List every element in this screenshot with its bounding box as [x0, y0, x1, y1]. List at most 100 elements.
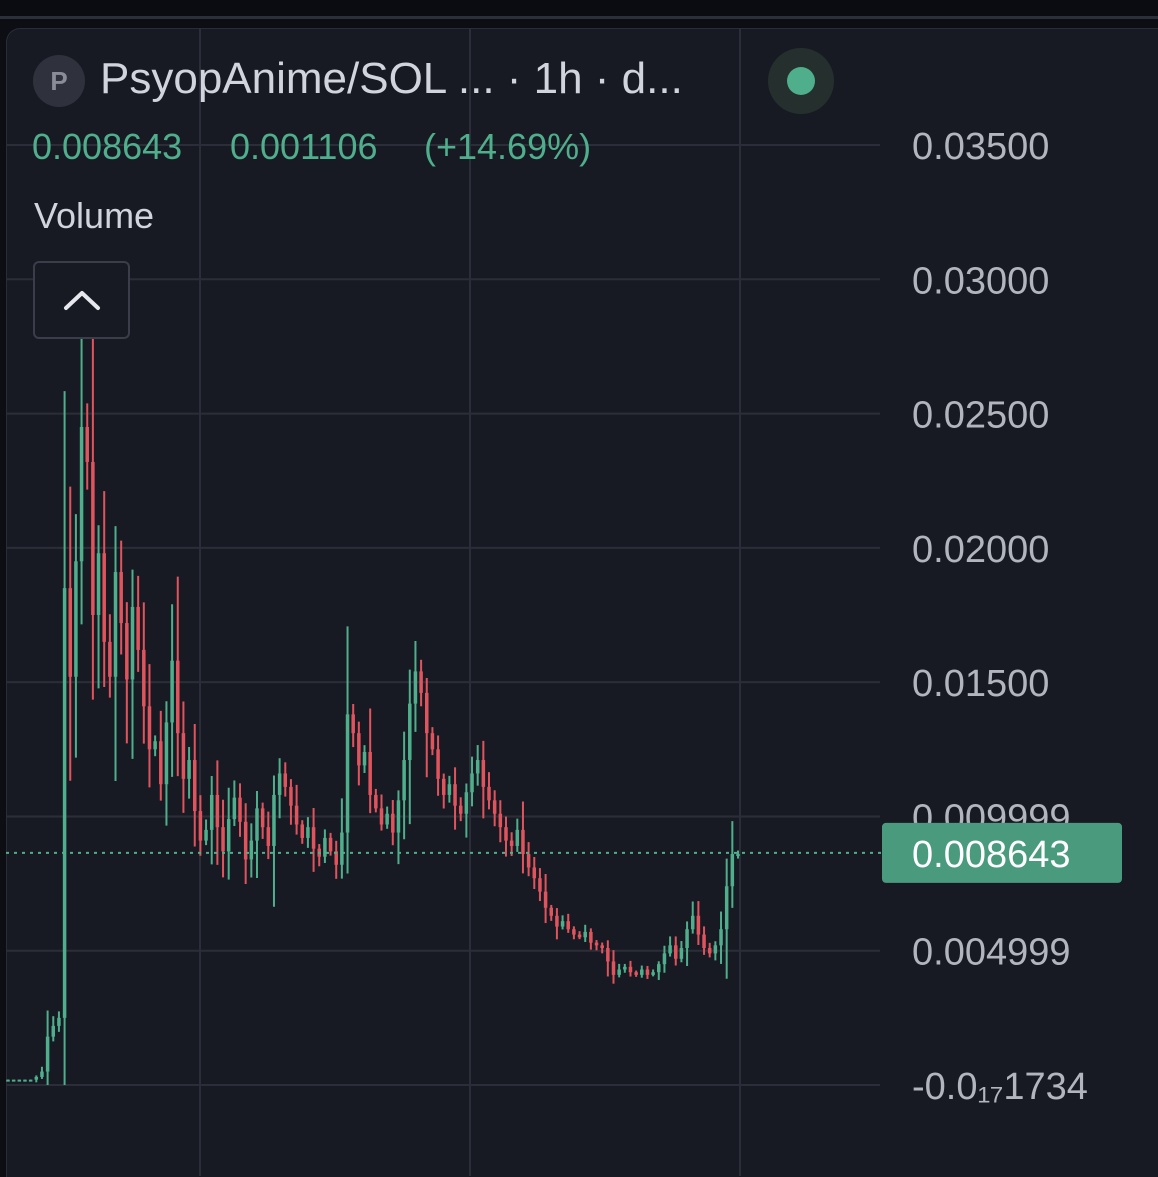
- candle-body: [23, 1079, 27, 1082]
- volume-indicator-label[interactable]: Volume: [34, 195, 155, 236]
- candle-body: [577, 934, 582, 938]
- legend-change: 0.001106: [230, 126, 378, 167]
- candle-body: [447, 784, 452, 795]
- candle-body: [391, 813, 395, 833]
- candle-body: [28, 1079, 33, 1082]
- candle-body: [125, 623, 129, 680]
- candle-body: [340, 832, 344, 865]
- symbol-badge-letter: P: [50, 65, 68, 96]
- candle-body: [685, 929, 689, 949]
- candle-body: [396, 800, 401, 833]
- candle-body: [538, 878, 542, 892]
- candle-body: [249, 840, 254, 860]
- candle-body: [351, 714, 355, 734]
- y-axis-tick-label: 0.01500: [912, 663, 1049, 705]
- candle-body: [289, 786, 293, 806]
- candle-body: [521, 829, 525, 855]
- candle-body: [85, 427, 89, 462]
- candle-body: [679, 948, 684, 959]
- candle-body: [657, 964, 661, 973]
- chart-grid: [6, 28, 880, 1176]
- candle-body: [187, 760, 191, 779]
- candle-body: [413, 671, 418, 704]
- candle-body: [170, 660, 174, 723]
- candle-body: [379, 808, 384, 825]
- y-axis-tick-label: -0.0₁₇1734: [912, 1066, 1088, 1108]
- candle-body: [481, 760, 486, 787]
- market-status-indicator[interactable]: [768, 48, 834, 114]
- candle-body: [255, 808, 259, 841]
- candle-body: [323, 837, 327, 857]
- candle-body: [696, 915, 701, 935]
- candle-body: [458, 805, 463, 814]
- candle-body: [68, 588, 73, 677]
- candle-body: [176, 660, 180, 734]
- candle-body: [724, 886, 729, 930]
- candle-body: [515, 829, 520, 846]
- candle-body: [294, 805, 299, 825]
- y-axis-tick-label: 0.03500: [912, 126, 1049, 168]
- candle-body: [543, 891, 548, 908]
- candle-body: [136, 606, 140, 650]
- candle-body: [498, 813, 503, 828]
- candle-body: [79, 427, 84, 562]
- y-axis-tick-label: 0.004999: [912, 932, 1071, 974]
- last-price-tag: 0.008643: [882, 822, 1122, 883]
- candle-body: [198, 811, 203, 841]
- candle-body: [475, 760, 480, 774]
- candle-body: [142, 649, 146, 707]
- candle-body: [192, 760, 197, 812]
- candle-body: [736, 854, 740, 857]
- candle-body: [690, 915, 695, 930]
- collapse-legend-button[interactable]: [33, 261, 130, 339]
- candle-body: [34, 1076, 39, 1080]
- candle-body: [628, 966, 633, 973]
- candle-body: [594, 942, 599, 946]
- candle-body: [713, 945, 718, 954]
- candle-body: [243, 821, 248, 860]
- candle-body: [272, 794, 276, 846]
- candle-body: [623, 966, 627, 970]
- chart-title[interactable]: PsyopAnime/SOL ... · 1h · d...: [100, 54, 683, 103]
- candle-body: [108, 641, 112, 677]
- candle-body: [328, 837, 333, 852]
- candle-body: [345, 714, 350, 833]
- candle-body: [532, 867, 537, 879]
- candle-body: [209, 794, 214, 830]
- candle-body: [430, 733, 435, 750]
- candle-body: [334, 851, 338, 865]
- y-axis: 0.035000.030000.025000.020000.015000.009…: [912, 126, 1088, 1108]
- candle-body: [6, 1079, 10, 1082]
- status-dot-icon: [787, 67, 815, 95]
- candle-body: [226, 819, 231, 852]
- candle-body: [238, 797, 242, 822]
- candle-body: [357, 733, 361, 766]
- chevron-up-icon: [63, 291, 100, 310]
- candle-body: [311, 827, 316, 849]
- legend-change-pct: (+14.69%): [424, 126, 592, 167]
- candle-body: [453, 784, 457, 806]
- candle-body: [549, 907, 554, 916]
- candle-body: [572, 929, 576, 935]
- candle-body: [164, 722, 169, 785]
- candle-body: [385, 813, 389, 825]
- candle-body: [487, 786, 491, 801]
- candle-body: [634, 972, 638, 975]
- candle-body: [526, 854, 531, 868]
- candle-body: [232, 797, 237, 820]
- y-axis-tick-label: 0.03000: [912, 260, 1049, 302]
- last-price-tag-background: [882, 822, 1122, 883]
- chart-panel[interactable]: [6, 28, 1158, 1177]
- candle-body: [91, 461, 95, 616]
- candle-body: [113, 572, 118, 677]
- candle-body: [555, 915, 559, 927]
- candle-body: [11, 1079, 16, 1082]
- candle-body: [583, 931, 587, 938]
- candle-body: [668, 945, 672, 954]
- last-price-tag-label: 0.008643: [912, 834, 1071, 876]
- candle-body: [130, 606, 135, 680]
- candle-body: [606, 948, 610, 962]
- candle-body: [17, 1079, 22, 1082]
- candle-body: [408, 703, 412, 761]
